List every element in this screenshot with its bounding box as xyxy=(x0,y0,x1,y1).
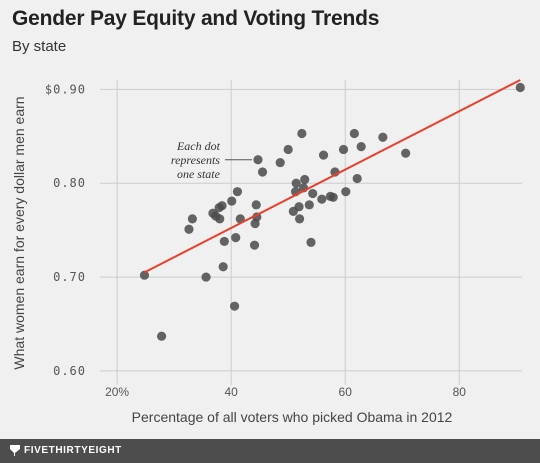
y-tick-label: $0.90 xyxy=(45,82,86,96)
data-point xyxy=(229,301,240,311)
y-axis-label: What women earn for every dollar men ear… xyxy=(11,96,27,369)
data-point xyxy=(378,132,388,142)
data-point xyxy=(215,214,225,224)
data-point xyxy=(217,201,227,211)
data-point xyxy=(251,200,261,210)
annotation-text-line: Each dot xyxy=(176,139,221,153)
data-point xyxy=(352,173,362,184)
fivethirtyeight-logo-icon xyxy=(10,445,20,456)
y-tick-label: 0.70 xyxy=(53,270,86,284)
data-point xyxy=(515,82,525,93)
data-point xyxy=(328,192,338,202)
trend-line xyxy=(144,79,521,274)
data-point xyxy=(139,270,150,280)
y-tick-label: 0.80 xyxy=(53,176,86,190)
data-point xyxy=(318,150,329,160)
x-tick-label: 20% xyxy=(105,385,129,399)
axis-ticks: 0.60 0.70 0.80 $0.90 20% 40 60 80 xyxy=(45,82,466,399)
grid-lines xyxy=(100,80,522,385)
y-tick-label: 0.60 xyxy=(53,364,86,378)
data-point xyxy=(317,194,327,204)
data-point xyxy=(294,214,305,224)
data-point xyxy=(300,174,310,185)
chart-subtitle: By state xyxy=(12,38,67,55)
data-point xyxy=(218,262,228,272)
data-points xyxy=(139,82,525,341)
data-point xyxy=(219,236,229,247)
data-point xyxy=(201,272,211,282)
data-point xyxy=(275,157,285,168)
data-point xyxy=(341,187,351,197)
data-point xyxy=(187,214,197,224)
data-point xyxy=(304,200,314,210)
data-point xyxy=(184,224,194,234)
data-point xyxy=(356,142,366,152)
data-point xyxy=(401,148,411,158)
x-axis-label: Percentage of all voters who picked Obam… xyxy=(132,409,453,425)
data-point xyxy=(257,167,268,177)
data-point xyxy=(297,128,307,139)
x-tick-label: 80 xyxy=(453,385,467,399)
data-point xyxy=(249,240,260,250)
data-point xyxy=(231,233,241,243)
annotation-text-line: represents xyxy=(171,153,220,167)
data-point xyxy=(232,187,243,197)
data-point xyxy=(294,202,304,212)
data-point xyxy=(306,237,316,247)
brand-logo-text: FIVETHIRTYEIGHT xyxy=(24,445,122,456)
annotation-text-line: one state xyxy=(177,167,221,181)
x-tick-label: 60 xyxy=(339,385,353,399)
data-point xyxy=(227,196,237,206)
footer-bar: FIVETHIRTYEIGHT xyxy=(0,439,540,463)
data-point xyxy=(283,144,293,155)
x-tick-label: 40 xyxy=(224,385,238,399)
data-point xyxy=(253,155,263,165)
chart-title: Gender Pay Equity and Voting Trends xyxy=(12,7,380,30)
scatter-chart: 0.60 0.70 0.80 $0.90 20% 40 60 80 Each dotrepre… xyxy=(11,79,525,425)
data-point xyxy=(338,144,349,155)
data-point xyxy=(291,178,301,188)
data-point xyxy=(156,331,167,341)
data-point xyxy=(349,128,359,139)
data-point xyxy=(308,188,318,199)
